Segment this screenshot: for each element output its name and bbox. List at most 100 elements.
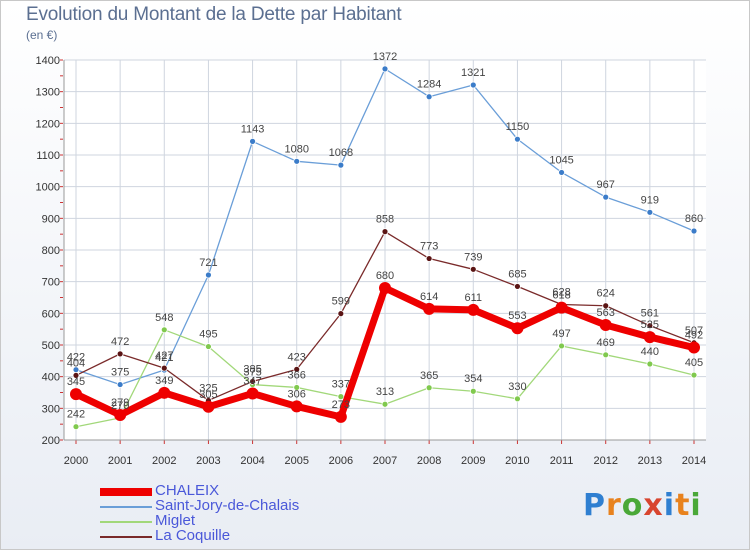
x-tick-label: 2003: [196, 455, 220, 467]
data-point-miglet: [293, 384, 301, 391]
data-label-saint-jory-de-chalais: 1080: [284, 143, 308, 155]
chart-title: Evolution du Montant de la Dette par Hab…: [26, 4, 402, 25]
data-point-chaleix: [511, 322, 524, 335]
legend-swatch: [100, 521, 152, 523]
y-tick-label: 700: [42, 277, 60, 289]
data-label-la-coquille: 599: [332, 296, 350, 308]
data-label-la-coquille: 507: [685, 325, 703, 337]
data-label-saint-jory-de-chalais: 721: [199, 257, 217, 269]
data-point-saint-jory-de-chalais: [646, 208, 654, 216]
data-label-chaleix: 525: [641, 319, 659, 331]
data-label-miglet: 440: [641, 346, 659, 358]
data-label-chaleix: 305: [199, 389, 217, 401]
data-point-miglet: [646, 360, 654, 368]
y-tick-label: 400: [42, 372, 60, 384]
data-label-la-coquille: 685: [508, 268, 526, 280]
data-point-la-coquille: [514, 283, 521, 290]
x-tick-label: 2009: [461, 455, 485, 467]
data-point-miglet: [72, 423, 80, 431]
legend-item: Saint-Jory-de-Chalais: [100, 497, 360, 514]
y-tick-label: 500: [42, 340, 60, 352]
data-point-chaleix: [423, 302, 436, 315]
legend-item: La Coquille: [100, 527, 360, 544]
data-point-chaleix: [379, 282, 391, 294]
data-point-chaleix: [70, 388, 82, 401]
legend-swatch: [100, 506, 152, 508]
logo-letter: x: [643, 488, 664, 523]
data-label-la-coquille: 472: [111, 336, 129, 348]
data-point-la-coquille: [602, 302, 610, 310]
data-point-la-coquille: [293, 365, 301, 373]
data-point-la-coquille: [337, 310, 345, 318]
x-tick-label: 2013: [638, 455, 662, 467]
data-label-miglet: 366: [288, 369, 306, 381]
y-tick-label: 1200: [36, 118, 60, 130]
data-point-la-coquille: [425, 255, 433, 262]
data-label-chaleix: 618: [552, 290, 570, 302]
data-point-la-coquille: [116, 350, 124, 358]
y-tick-label: 600: [42, 308, 60, 320]
data-label-la-coquille: 325: [199, 382, 217, 394]
data-label-miglet: 330: [508, 381, 526, 393]
data-point-miglet: [205, 343, 212, 350]
data-label-saint-jory-de-chalais: 422: [67, 352, 85, 364]
logo-letter: r: [606, 488, 622, 523]
data-label-chaleix: 279: [111, 397, 129, 409]
data-label-miglet: 242: [67, 409, 85, 421]
x-tick-label: 2014: [682, 455, 706, 467]
data-point-chaleix: [202, 400, 215, 413]
data-label-chaleix: 553: [508, 310, 526, 322]
data-label-miglet: 375: [243, 367, 261, 379]
y-tick-label: 800: [42, 245, 60, 257]
data-point-la-coquille: [249, 378, 256, 385]
data-label-la-coquille: 624: [597, 288, 615, 300]
y-tick-label: 300: [42, 403, 60, 415]
data-point-chaleix: [555, 301, 568, 314]
data-label-saint-jory-de-chalais: 375: [111, 367, 129, 379]
data-label-saint-jory-de-chalais: 1284: [417, 79, 441, 91]
logo-letter: t: [675, 488, 691, 523]
data-label-miglet: 354: [464, 373, 482, 385]
x-tick-label: 2002: [152, 455, 176, 467]
x-tick-label: 2007: [373, 455, 397, 467]
x-tick-label: 2000: [64, 455, 88, 467]
x-tick-label: 2008: [417, 455, 441, 467]
data-point-chaleix: [290, 400, 303, 413]
data-point-la-coquille: [381, 228, 389, 236]
y-tick-label: 900: [42, 213, 60, 225]
legend-swatch: [100, 488, 152, 496]
data-label-miglet: 405: [685, 357, 703, 369]
data-point-miglet: [160, 326, 168, 334]
data-label-saint-jory-de-chalais: 1045: [549, 154, 573, 166]
x-tick-label: 2001: [108, 455, 132, 467]
data-label-la-coquille: 561: [641, 308, 659, 320]
data-label-saint-jory-de-chalais: 1321: [461, 67, 485, 79]
data-label-la-coquille: 427: [155, 350, 173, 362]
legend-label: La Coquille: [155, 527, 231, 544]
data-point-chaleix: [334, 410, 347, 423]
data-label-la-coquille: 404: [67, 357, 85, 369]
data-point-la-coquille: [160, 364, 168, 372]
data-label-miglet: 313: [376, 386, 394, 398]
y-tick-label: 200: [42, 435, 60, 447]
data-label-chaleix: 273: [332, 399, 350, 411]
data-point-saint-jory-de-chalais: [381, 65, 389, 73]
data-point-miglet: [514, 395, 521, 403]
data-label-chaleix: 349: [155, 375, 173, 387]
data-point-miglet: [425, 384, 433, 392]
data-label-miglet: 469: [597, 337, 615, 349]
data-label-chaleix: 614: [420, 291, 438, 303]
data-label-chaleix: 680: [376, 270, 394, 282]
data-point-la-coquille: [72, 371, 80, 379]
data-point-chaleix: [114, 408, 127, 421]
data-point-chaleix: [467, 303, 480, 316]
data-point-saint-jory-de-chalais: [337, 161, 345, 169]
x-tick-label: 2011: [550, 455, 574, 467]
data-label-la-coquille: 423: [288, 351, 306, 363]
logo-letter: o: [621, 488, 644, 523]
data-label-la-coquille: 739: [464, 251, 482, 263]
data-label-saint-jory-de-chalais: 421: [155, 352, 173, 364]
legend-item: CHALEIX: [100, 482, 360, 499]
x-tick-label: 2012: [593, 455, 617, 467]
